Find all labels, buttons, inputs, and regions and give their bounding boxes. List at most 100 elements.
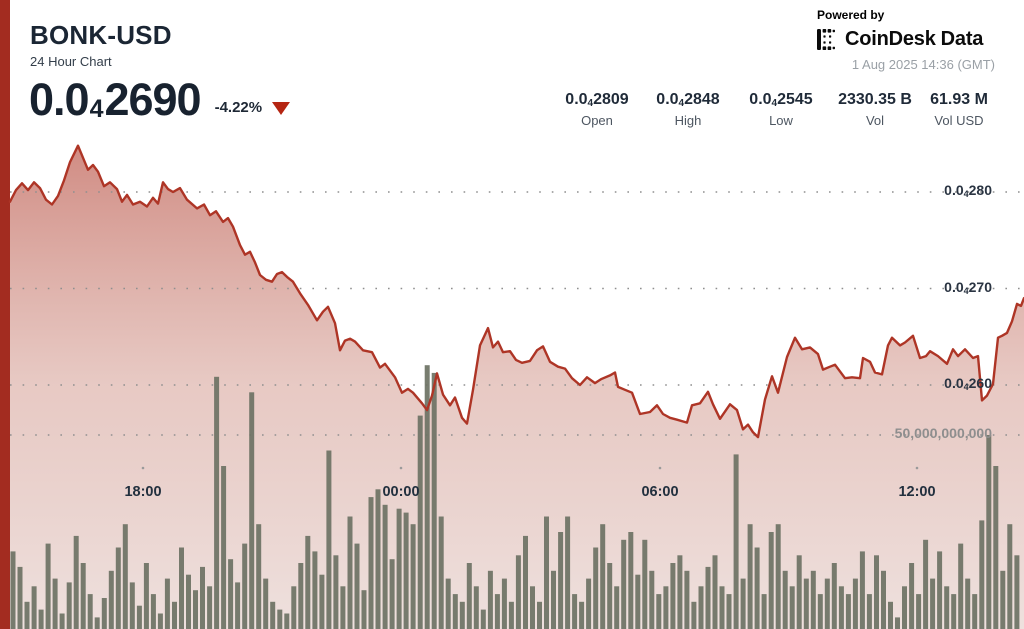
volume-bar (1007, 524, 1013, 629)
volume-bar (17, 566, 23, 629)
volume-bar (888, 601, 893, 629)
time-tick-dot (399, 466, 403, 470)
volume-bar (895, 617, 900, 629)
volume-bar (838, 586, 844, 629)
change-percent: -4.22% (214, 99, 263, 117)
stat-high-value: 0.042848 (656, 91, 720, 109)
time-tick-dot (141, 466, 145, 470)
volume-bar (375, 489, 381, 629)
volume-bar (333, 555, 339, 629)
volume-bar (579, 601, 585, 629)
volume-bar (129, 582, 135, 629)
volume-bar (319, 574, 325, 629)
volume-bar (94, 617, 100, 629)
volume-bar (179, 547, 184, 629)
stat-open: 0.042809 Open (565, 91, 628, 128)
volume-bar (122, 524, 128, 629)
powered-by-label: Powered by (817, 8, 885, 22)
volume-bar (698, 586, 704, 629)
volume-bar (52, 578, 58, 629)
volume-axis-label: 50,000,000,000 (894, 425, 992, 441)
volume-bar (803, 578, 809, 629)
x-axis-label-12: 12:00 (898, 484, 936, 500)
volume-bar (150, 594, 156, 629)
volume-bar (852, 578, 858, 629)
arrow-down-icon (272, 102, 291, 116)
volume-bar (10, 551, 16, 629)
volume-bar (249, 392, 255, 629)
volume-bar (796, 555, 802, 629)
volume-bar (515, 555, 521, 629)
volume-bar (31, 586, 37, 629)
volume-bar (789, 586, 795, 629)
volume-bar (628, 532, 634, 629)
volume-bar (1014, 555, 1020, 629)
volume-bar (45, 543, 51, 629)
volume-bar (508, 601, 514, 629)
volume-bar (544, 516, 549, 629)
coindesk-data-wordmark: CoinDesk Data (845, 28, 983, 51)
volume-bar (193, 590, 198, 629)
volume-bar (452, 594, 458, 629)
volume-bar (186, 574, 191, 629)
volume-bar (768, 532, 774, 629)
volume-bar (80, 563, 86, 629)
volume-bar (642, 539, 648, 629)
time-tick-dots (141, 466, 919, 470)
volume-bar (951, 594, 957, 629)
volume-bar (986, 435, 992, 629)
volume-bar (73, 535, 79, 629)
volume-bar (523, 535, 528, 629)
volume-bar (670, 563, 676, 629)
volume-bar (782, 570, 788, 629)
volume-bar (817, 594, 823, 629)
volume-bar (635, 574, 641, 629)
volume-bar (396, 508, 402, 629)
volume-bar (761, 594, 767, 629)
volume-bar (459, 601, 465, 629)
volume-bar (235, 582, 241, 629)
volume-bar (466, 563, 472, 629)
volume-bars (10, 365, 1020, 629)
time-tick-dot (658, 466, 662, 470)
volume-bar (221, 466, 227, 629)
y-axis-label-260: 0.04260 (944, 375, 992, 392)
volume-bar (740, 578, 746, 629)
volume-bar (831, 563, 837, 629)
volume-bar (859, 551, 865, 629)
volume-bar (291, 586, 297, 629)
volume-bar (382, 504, 388, 629)
volume-bar (480, 609, 486, 629)
volume-bar (340, 586, 346, 629)
stat-vol-value: 2330.35 B (838, 91, 912, 108)
volume-bar (930, 578, 936, 629)
volume-bar (424, 365, 430, 629)
price-line (8, 144, 1024, 439)
coindesk-logo-icon (817, 29, 835, 50)
volume-bar (600, 524, 606, 629)
volume-bar (305, 535, 311, 629)
volume-bar (207, 586, 213, 629)
coindesk-data-logo[interactable]: CoinDesk Data (817, 28, 997, 51)
volume-bar (403, 512, 409, 629)
volume-bar (164, 578, 170, 629)
stat-low: 0.042545 Low (749, 91, 812, 128)
powered-by-block: Powered by CoinDesk Data 1 A (817, 8, 997, 72)
volume-bar (101, 598, 107, 629)
volume-bar (958, 543, 964, 629)
symbol-title: BONK-USD (30, 20, 172, 50)
volume-bar (1000, 570, 1006, 629)
stat-vol-usd-value: 61.93 M (930, 91, 988, 108)
price-row: 0.042690 -4.22% (29, 76, 291, 123)
left-accent-bar (0, 0, 10, 629)
volume-bar (551, 570, 556, 629)
volume-bar (200, 566, 205, 629)
volume-bar (59, 613, 65, 629)
y-axis-label-280: 0.04280 (944, 182, 992, 199)
volume-bar (824, 578, 830, 629)
volume-bar (663, 586, 669, 629)
volume-bar (965, 578, 971, 629)
volume-bar (284, 613, 290, 629)
volume-bar (845, 594, 851, 629)
volume-bar (530, 586, 535, 629)
